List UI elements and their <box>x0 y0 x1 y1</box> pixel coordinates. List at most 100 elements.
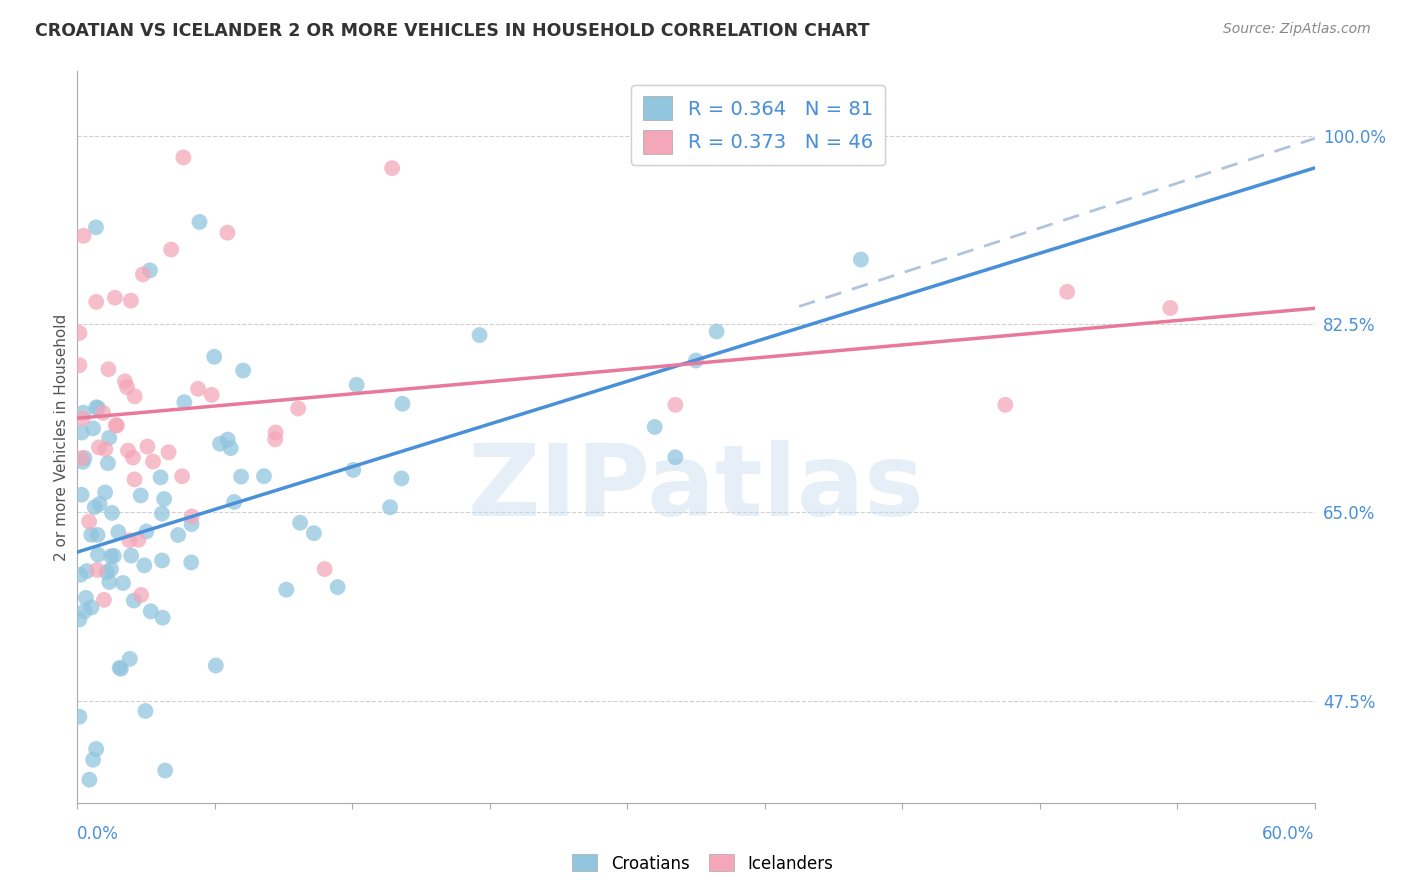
Point <box>98 431 121 445</box>
Point <box>150 507 173 521</box>
Point <box>67 710 90 724</box>
Point <box>87 441 110 455</box>
Point <box>72 455 94 469</box>
Point <box>136 440 159 454</box>
Point <box>129 588 152 602</box>
Point <box>204 658 226 673</box>
Text: Source: ZipAtlas.com: Source: ZipAtlas.com <box>1223 22 1371 37</box>
Point <box>152 610 174 624</box>
Point <box>381 161 404 176</box>
Point <box>150 553 173 567</box>
Point <box>217 226 239 240</box>
Point <box>180 509 202 524</box>
Point <box>108 661 131 675</box>
Point <box>103 549 125 563</box>
Point <box>134 704 156 718</box>
Point <box>253 469 276 483</box>
Text: CROATIAN VS ICELANDER 2 OR MORE VEHICLES IN HOUSEHOLD CORRELATION CHART: CROATIAN VS ICELANDER 2 OR MORE VEHICLES… <box>35 22 870 40</box>
Point <box>644 420 666 434</box>
Point <box>173 395 195 409</box>
Point <box>391 397 413 411</box>
Point <box>232 363 254 377</box>
Point <box>118 533 141 548</box>
Text: 60.0%: 60.0% <box>1263 825 1315 843</box>
Point <box>93 593 115 607</box>
Point <box>288 516 311 530</box>
Point <box>73 450 96 465</box>
Point <box>849 252 872 267</box>
Text: 0.0%: 0.0% <box>77 825 120 843</box>
Point <box>224 495 246 509</box>
Point <box>97 456 120 470</box>
Point <box>180 517 202 532</box>
Point <box>98 574 121 589</box>
Point <box>217 433 239 447</box>
Point <box>73 604 96 618</box>
Point <box>122 593 145 607</box>
Point <box>67 612 90 626</box>
Point <box>84 294 107 309</box>
Point <box>86 528 108 542</box>
Point <box>124 389 146 403</box>
Point <box>167 528 190 542</box>
Point <box>664 398 686 412</box>
Point <box>80 600 103 615</box>
Point <box>219 441 242 455</box>
Point <box>706 325 728 339</box>
Point <box>70 425 93 440</box>
Point <box>129 488 152 502</box>
Point <box>378 500 401 515</box>
Point <box>188 215 211 229</box>
Point <box>287 401 309 416</box>
Point <box>76 564 98 578</box>
Point <box>122 450 145 465</box>
Point <box>326 580 349 594</box>
Point <box>132 268 155 282</box>
Point <box>67 358 90 372</box>
Point <box>70 488 93 502</box>
Point <box>87 548 110 562</box>
Legend: Croatians, Icelanders: Croatians, Icelanders <box>565 847 841 880</box>
Point <box>127 533 149 547</box>
Point <box>201 388 224 402</box>
Y-axis label: 2 or more Vehicles in Household: 2 or more Vehicles in Household <box>53 313 69 561</box>
Point <box>157 445 180 459</box>
Text: ZIPatlas: ZIPatlas <box>468 440 924 537</box>
Point <box>139 263 162 277</box>
Point <box>69 567 91 582</box>
Point <box>180 555 202 569</box>
Point <box>91 406 114 420</box>
Point <box>120 293 142 308</box>
Point <box>391 471 413 485</box>
Point <box>87 401 110 415</box>
Point <box>104 418 127 433</box>
Point <box>118 652 141 666</box>
Point <box>96 565 118 579</box>
Point <box>302 526 325 541</box>
Point <box>1056 285 1078 299</box>
Point <box>97 362 120 376</box>
Point <box>94 485 117 500</box>
Point <box>79 772 101 787</box>
Point <box>77 515 100 529</box>
Point <box>72 411 94 425</box>
Point <box>342 463 364 477</box>
Point <box>139 604 162 618</box>
Point <box>89 497 111 511</box>
Legend: R = 0.364   N = 81, R = 0.373   N = 46: R = 0.364 N = 81, R = 0.373 N = 46 <box>631 85 884 165</box>
Point <box>82 753 104 767</box>
Point <box>314 562 336 576</box>
Point <box>149 470 172 484</box>
Point <box>72 406 94 420</box>
Point <box>70 451 93 466</box>
Point <box>86 563 108 577</box>
Point <box>124 472 146 486</box>
Point <box>114 375 136 389</box>
Point <box>209 436 232 450</box>
Point <box>84 401 107 415</box>
Point <box>101 506 124 520</box>
Point <box>117 443 139 458</box>
Point <box>994 398 1017 412</box>
Point <box>84 742 107 756</box>
Point <box>120 549 142 563</box>
